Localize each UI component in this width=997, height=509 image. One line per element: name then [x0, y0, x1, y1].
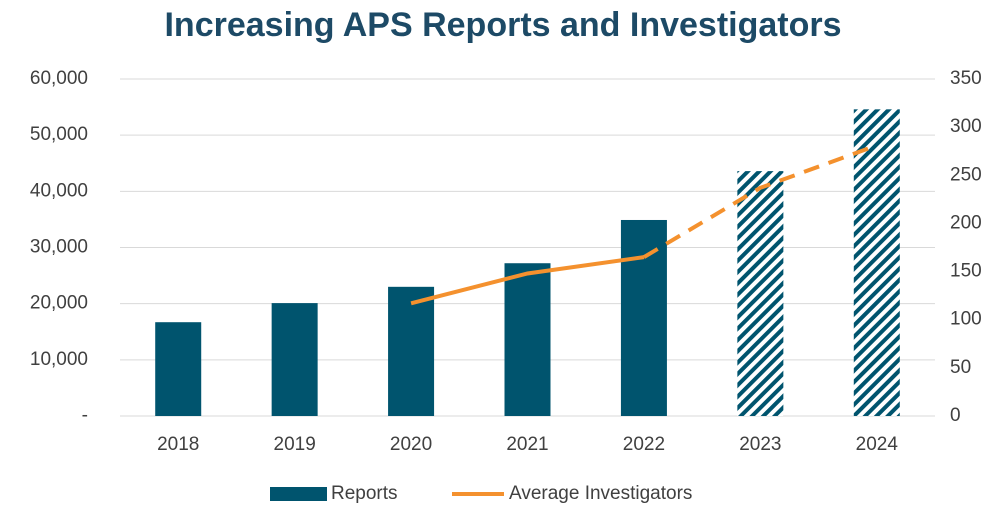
bar: [853, 109, 900, 416]
x-tick-label: 2024: [856, 434, 899, 455]
y2-tick-label: 300: [950, 116, 982, 137]
x-tick-label: 2023: [739, 434, 781, 455]
y2-tick-label: 150: [950, 261, 982, 282]
y2-tick-label: 0: [950, 405, 961, 426]
x-tick-label: 2019: [274, 434, 316, 455]
line-segment: [642, 143, 878, 259]
legend-swatch: [270, 487, 327, 501]
bar: [620, 219, 667, 416]
bar: [271, 303, 318, 416]
y-tick-label: 50,000: [30, 124, 88, 145]
x-tick-label: 2020: [390, 434, 432, 455]
x-tick-label: 2018: [157, 434, 199, 455]
x-tick-label: 2022: [623, 434, 665, 455]
y-tick-label: 30,000: [30, 237, 88, 258]
y2-tick-label: 250: [950, 164, 982, 185]
line-segment: [410, 255, 645, 306]
y2-tick-label: 50: [950, 357, 971, 378]
y-tick-label: 10,000: [30, 349, 88, 370]
legend-label: Average Investigators: [509, 483, 692, 504]
bar: [388, 286, 435, 416]
y-tick-label: 60,000: [30, 68, 88, 89]
y2-tick-label: 100: [950, 309, 982, 330]
y-tick-label: -: [82, 405, 88, 426]
y2-tick-label: 200: [950, 212, 982, 233]
x-tick-label: 2021: [506, 434, 548, 455]
bar: [737, 171, 784, 416]
chart-title: Increasing APS Reports and Investigators: [164, 6, 841, 44]
y2-tick-label: 350: [950, 68, 982, 89]
y-tick-label: 40,000: [30, 180, 88, 201]
y-tick-label: 20,000: [30, 293, 88, 314]
bar: [504, 263, 551, 416]
legend-label: Reports: [331, 483, 398, 504]
bar: [155, 322, 202, 416]
